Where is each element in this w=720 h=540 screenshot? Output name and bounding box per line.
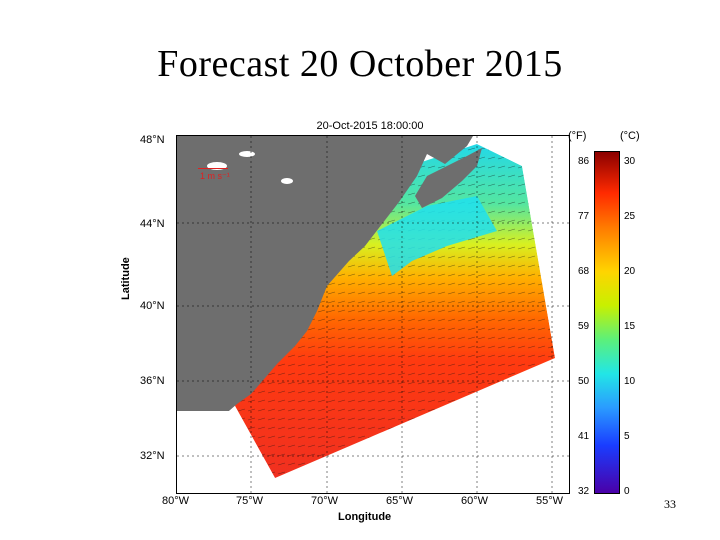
page-number: 33 xyxy=(664,497,676,511)
colorbar-tick-f: 59 xyxy=(578,321,590,332)
vector-scale-bar xyxy=(198,168,228,169)
colorbar-tick-c: 20 xyxy=(624,266,636,277)
graticule xyxy=(177,136,569,493)
colorbar-tick-f: 32 xyxy=(578,486,590,497)
latitude-tick: 32°N xyxy=(140,450,165,462)
latitude-tick: 40°N xyxy=(140,300,165,312)
longitude-tick: 65°W xyxy=(386,495,414,507)
longitude-tick: 80°W xyxy=(162,495,190,507)
colorbar-tick-f: 68 xyxy=(578,266,590,277)
slide-title: Forecast 20 October 2015 xyxy=(157,43,563,85)
y-axis-label: Latitude xyxy=(120,257,132,300)
colorbar-unit-f: (°F) xyxy=(568,130,587,142)
colorbar-tick-c: 0 xyxy=(624,486,630,497)
colorbar-tick-f: 50 xyxy=(578,376,590,387)
lake xyxy=(239,151,255,157)
no-data-north xyxy=(473,136,569,493)
sst-map-canvas xyxy=(177,136,569,493)
colorbar-tick-c: 10 xyxy=(624,376,636,387)
colorbar-tick-f: 41 xyxy=(578,431,590,442)
colorbar-tick-c: 15 xyxy=(624,321,636,332)
longitude-tick: 75°W xyxy=(236,495,264,507)
sst-map xyxy=(176,135,570,494)
colorbar-tick-c: 5 xyxy=(624,431,630,442)
colorbar-tick-c: 25 xyxy=(624,211,636,222)
lake xyxy=(281,178,293,184)
no-data-south xyxy=(177,406,277,493)
colorbar-unit-c: (°C) xyxy=(620,130,640,142)
shelf-water xyxy=(377,196,497,276)
latitude-tick: 48°N xyxy=(140,134,165,146)
longitude-tick: 55°W xyxy=(536,495,564,507)
longitude-tick: 60°W xyxy=(461,495,489,507)
sst-colorbar xyxy=(594,151,620,494)
vector-scale-label: 1 m s⁻¹ xyxy=(200,171,230,181)
latitude-tick: 44°N xyxy=(140,218,165,230)
colorbar-tick-f: 86 xyxy=(578,156,590,167)
map-timestamp: 20-Oct-2015 18:00:00 xyxy=(316,120,424,132)
colorbar-tick-c: 30 xyxy=(624,156,636,167)
latitude-tick: 36°N xyxy=(140,375,165,387)
land-maritimes xyxy=(415,148,482,208)
longitude-tick: 70°W xyxy=(311,495,339,507)
x-axis-label: Longitude xyxy=(338,511,392,523)
colorbar-tick-f: 77 xyxy=(578,211,590,222)
